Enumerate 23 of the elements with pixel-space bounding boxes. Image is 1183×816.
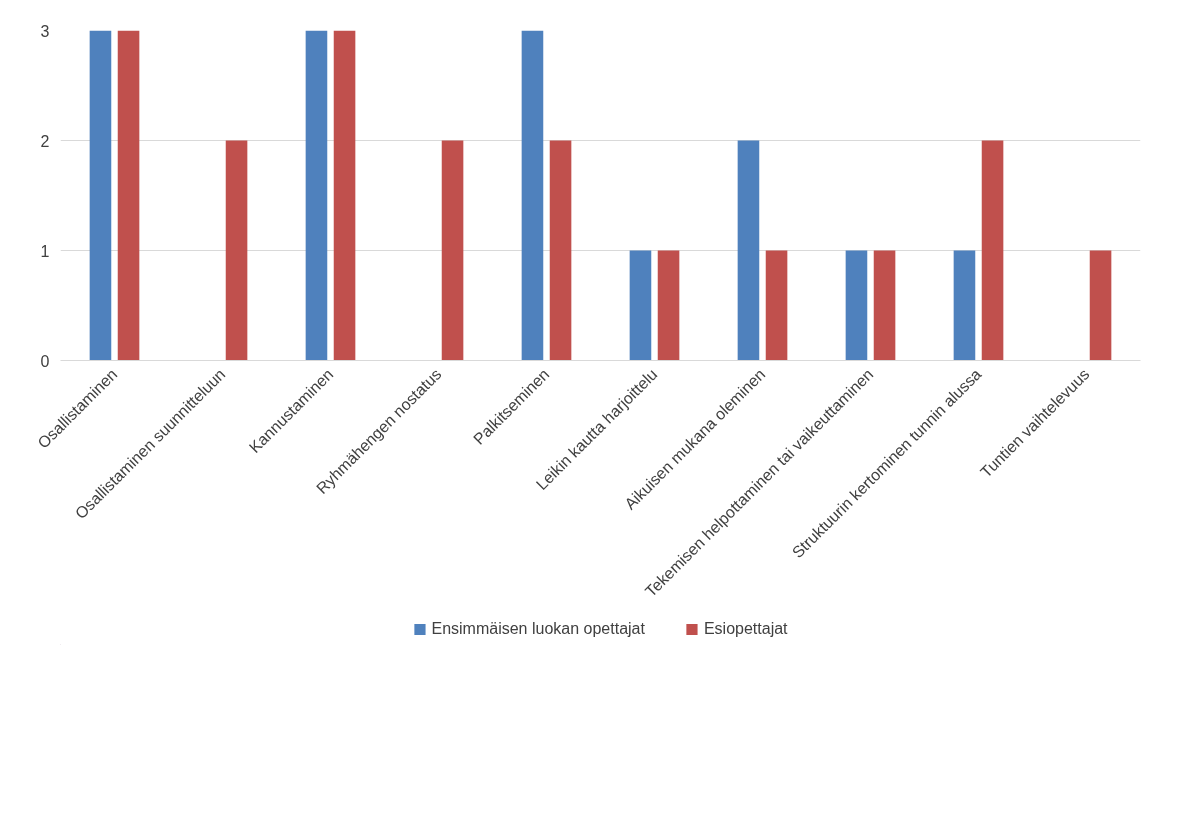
- bar: [981, 140, 1004, 361]
- bar: [629, 250, 652, 361]
- legend-label: Ensimmäisen luokan opettajat: [431, 620, 645, 638]
- legend-label: Esiopettajat: [703, 620, 788, 638]
- bar: [737, 140, 760, 361]
- bar: [117, 30, 140, 361]
- bar: [333, 30, 356, 361]
- bar: [765, 250, 788, 361]
- bar: [845, 250, 868, 361]
- bar: [89, 30, 112, 361]
- bar: [441, 140, 464, 361]
- bar: [521, 30, 544, 361]
- bar: [1089, 250, 1112, 361]
- y-tick-label: 3: [40, 22, 50, 40]
- bar: [549, 140, 572, 361]
- bar: [225, 140, 248, 361]
- y-tick-label: 2: [40, 132, 50, 150]
- bar: [305, 30, 328, 361]
- bar: [873, 250, 896, 361]
- bar: [657, 250, 680, 361]
- bar: [953, 250, 976, 361]
- y-tick-label: 1: [40, 242, 50, 260]
- y-tick-label: 0: [40, 352, 50, 370]
